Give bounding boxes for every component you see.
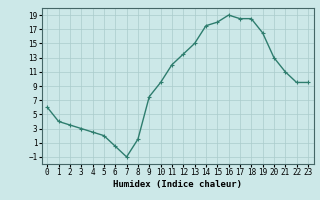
X-axis label: Humidex (Indice chaleur): Humidex (Indice chaleur) — [113, 180, 242, 189]
